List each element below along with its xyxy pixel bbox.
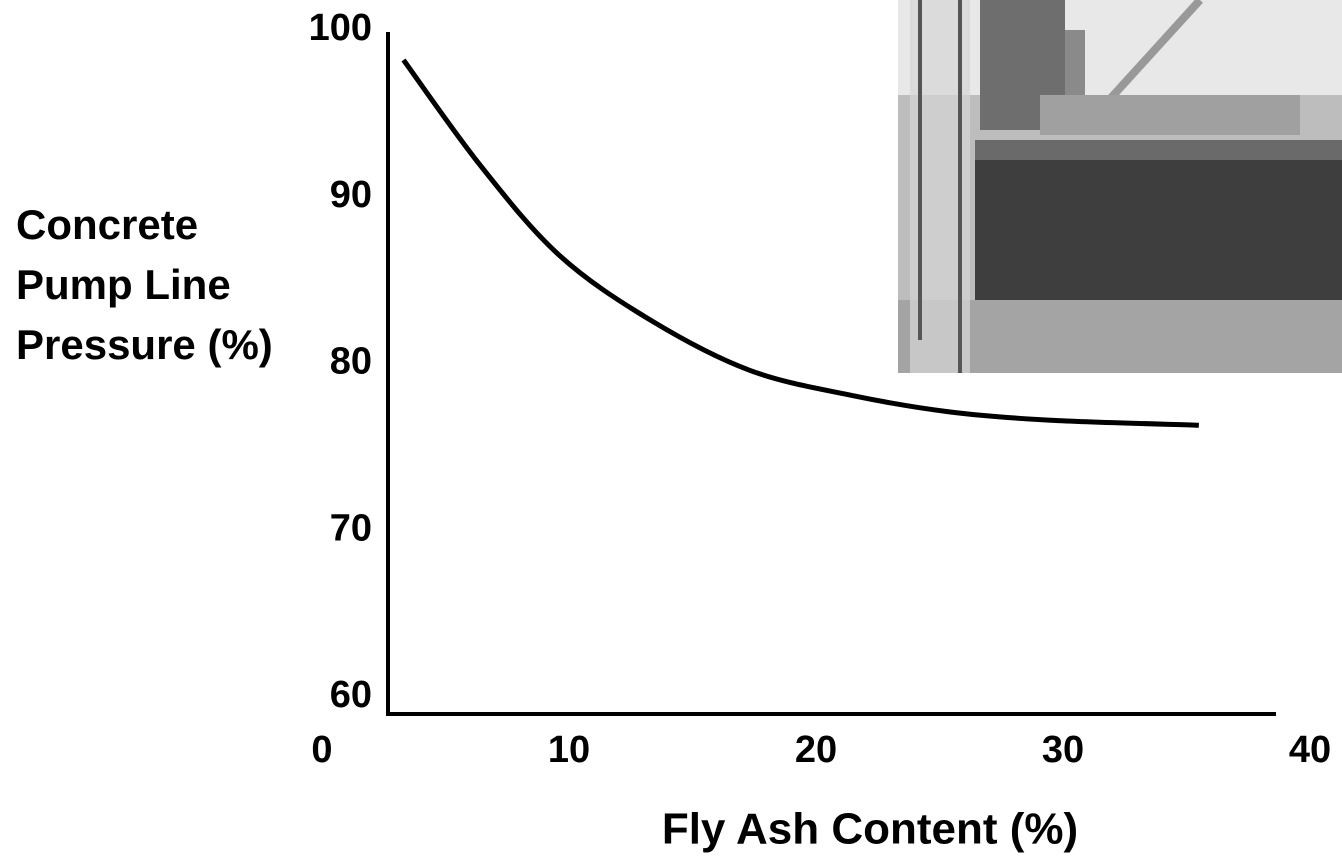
x-tick-label: 30 xyxy=(1042,729,1084,771)
x-tick-label: 40 xyxy=(1289,729,1331,771)
y-axis-label: Concrete xyxy=(16,201,198,248)
x-tick-label: 0 xyxy=(311,729,332,771)
x-tick-label: 10 xyxy=(548,729,590,771)
y-tick-label: 80 xyxy=(330,341,372,383)
x-tick-label: 20 xyxy=(795,729,837,771)
y-tick-label: 90 xyxy=(330,174,372,216)
y-tick-label: 100 xyxy=(309,7,372,49)
photo xyxy=(898,0,1342,373)
chart: Fly Ash Content (%) Concrete Pump Line Pre… xyxy=(0,0,1342,865)
y-axis-label: Pressure (%) xyxy=(16,321,273,368)
y-tick-label: 60 xyxy=(330,674,372,716)
y-tick-label: 70 xyxy=(330,507,372,549)
x-axis-label: Fly Ash Content (%) xyxy=(662,805,1078,854)
y-axis-label: Pump Line xyxy=(16,261,231,308)
